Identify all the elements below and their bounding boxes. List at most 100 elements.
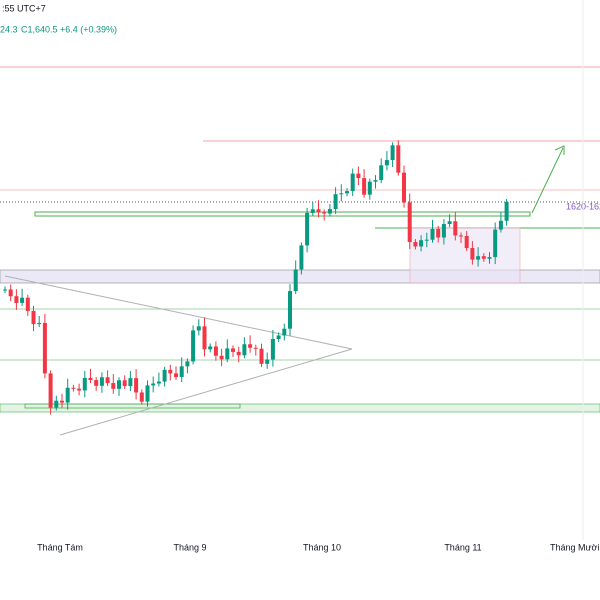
candle-body — [31, 310, 36, 325]
candle-body — [71, 387, 76, 389]
candle-body — [333, 194, 338, 210]
support-zone — [0, 403, 600, 413]
candle-body — [476, 256, 481, 260]
candle-body — [288, 291, 292, 329]
candle-body — [498, 220, 503, 230]
candle-body — [270, 339, 275, 360]
candle-body — [305, 212, 310, 246]
candle-body — [128, 378, 133, 387]
candle-body — [362, 178, 367, 195]
candle-body — [436, 228, 441, 238]
arrow-head — [554, 145, 565, 155]
candle-body — [487, 257, 492, 259]
candle-body — [310, 209, 315, 213]
candle-body — [8, 289, 13, 297]
candle-body — [196, 326, 201, 331]
triangle-line — [4, 275, 353, 350]
candle-body — [42, 322, 47, 374]
candle-body — [248, 344, 253, 348]
candle-body — [504, 201, 509, 221]
candle-body — [54, 400, 59, 408]
candle-body — [419, 240, 424, 247]
candle-body — [236, 351, 241, 356]
candle-body — [413, 242, 418, 247]
header-change: +6.4 (+0.39%) — [60, 24, 117, 34]
candle-body — [156, 381, 161, 384]
support-zone — [34, 211, 531, 217]
candle-body — [174, 373, 178, 378]
candle-body — [139, 392, 144, 402]
candle-body — [65, 387, 70, 403]
candle-body — [481, 256, 486, 259]
support-zone — [24, 403, 241, 409]
candle-body — [105, 377, 110, 384]
candle-body — [322, 212, 327, 214]
candle-body — [202, 326, 207, 350]
candle-body — [185, 361, 190, 367]
candle-body — [48, 373, 53, 408]
candle-body — [282, 328, 287, 336]
candle-body — [464, 236, 469, 249]
candle-body — [253, 347, 258, 349]
candle-body — [493, 229, 498, 258]
candle-body — [225, 348, 230, 360]
candle-body — [424, 239, 429, 241]
candle-body — [88, 377, 93, 381]
candle-body — [37, 322, 42, 325]
candle-body — [151, 383, 156, 386]
candle-body — [470, 248, 475, 260]
candle-body — [25, 297, 30, 311]
candle-body — [134, 378, 139, 393]
projection-arrow — [531, 147, 564, 214]
candle-body — [356, 173, 361, 179]
candle-body — [20, 297, 25, 303]
candle-body — [453, 221, 458, 236]
candle-body — [259, 348, 264, 364]
time-label: Tháng 9 — [173, 542, 206, 552]
candle-body — [145, 385, 150, 402]
candle-body — [111, 383, 116, 389]
candle-body — [99, 377, 104, 386]
candle-body — [430, 228, 435, 240]
candle-body — [242, 344, 247, 356]
candle-body — [179, 366, 184, 378]
time-label: Tháng 11 — [444, 542, 481, 552]
time-label: Tháng 10 — [303, 542, 341, 552]
candle-body — [402, 172, 406, 203]
candle-body — [94, 380, 99, 386]
candle-body — [339, 193, 344, 195]
candle-body — [3, 289, 7, 291]
time-label: Tháng Mười — [550, 542, 599, 552]
candle-body — [77, 388, 82, 391]
candle-body — [390, 145, 395, 161]
candle-body — [60, 400, 64, 403]
candle-body — [379, 165, 384, 181]
candle-body — [191, 330, 196, 362]
candle-body — [82, 377, 87, 391]
candle-body — [14, 296, 19, 303]
candle-body — [345, 191, 349, 194]
time-label: Tháng Tám — [37, 542, 83, 552]
candle-body — [327, 209, 332, 214]
candle-body — [350, 173, 355, 192]
candle-body — [384, 160, 389, 166]
candle-body — [208, 346, 213, 350]
candle-body — [265, 359, 270, 364]
candle-body — [276, 335, 281, 339]
header-time: :55 UTC+7 — [2, 3, 46, 13]
candle-body — [316, 209, 321, 213]
candle-body — [396, 145, 401, 173]
candle-body — [219, 355, 224, 360]
candle-body — [299, 245, 304, 270]
triangle-line — [59, 348, 353, 436]
candle-body — [367, 181, 372, 195]
candle-body — [373, 180, 378, 182]
candles — [3, 140, 509, 415]
header-close: C1,640.5 — [21, 24, 58, 34]
candle-body — [441, 224, 446, 238]
candle-body — [293, 269, 298, 292]
candle-body — [168, 369, 173, 374]
candle-body — [122, 380, 127, 387]
header-low: 24.3 — [0, 24, 18, 34]
